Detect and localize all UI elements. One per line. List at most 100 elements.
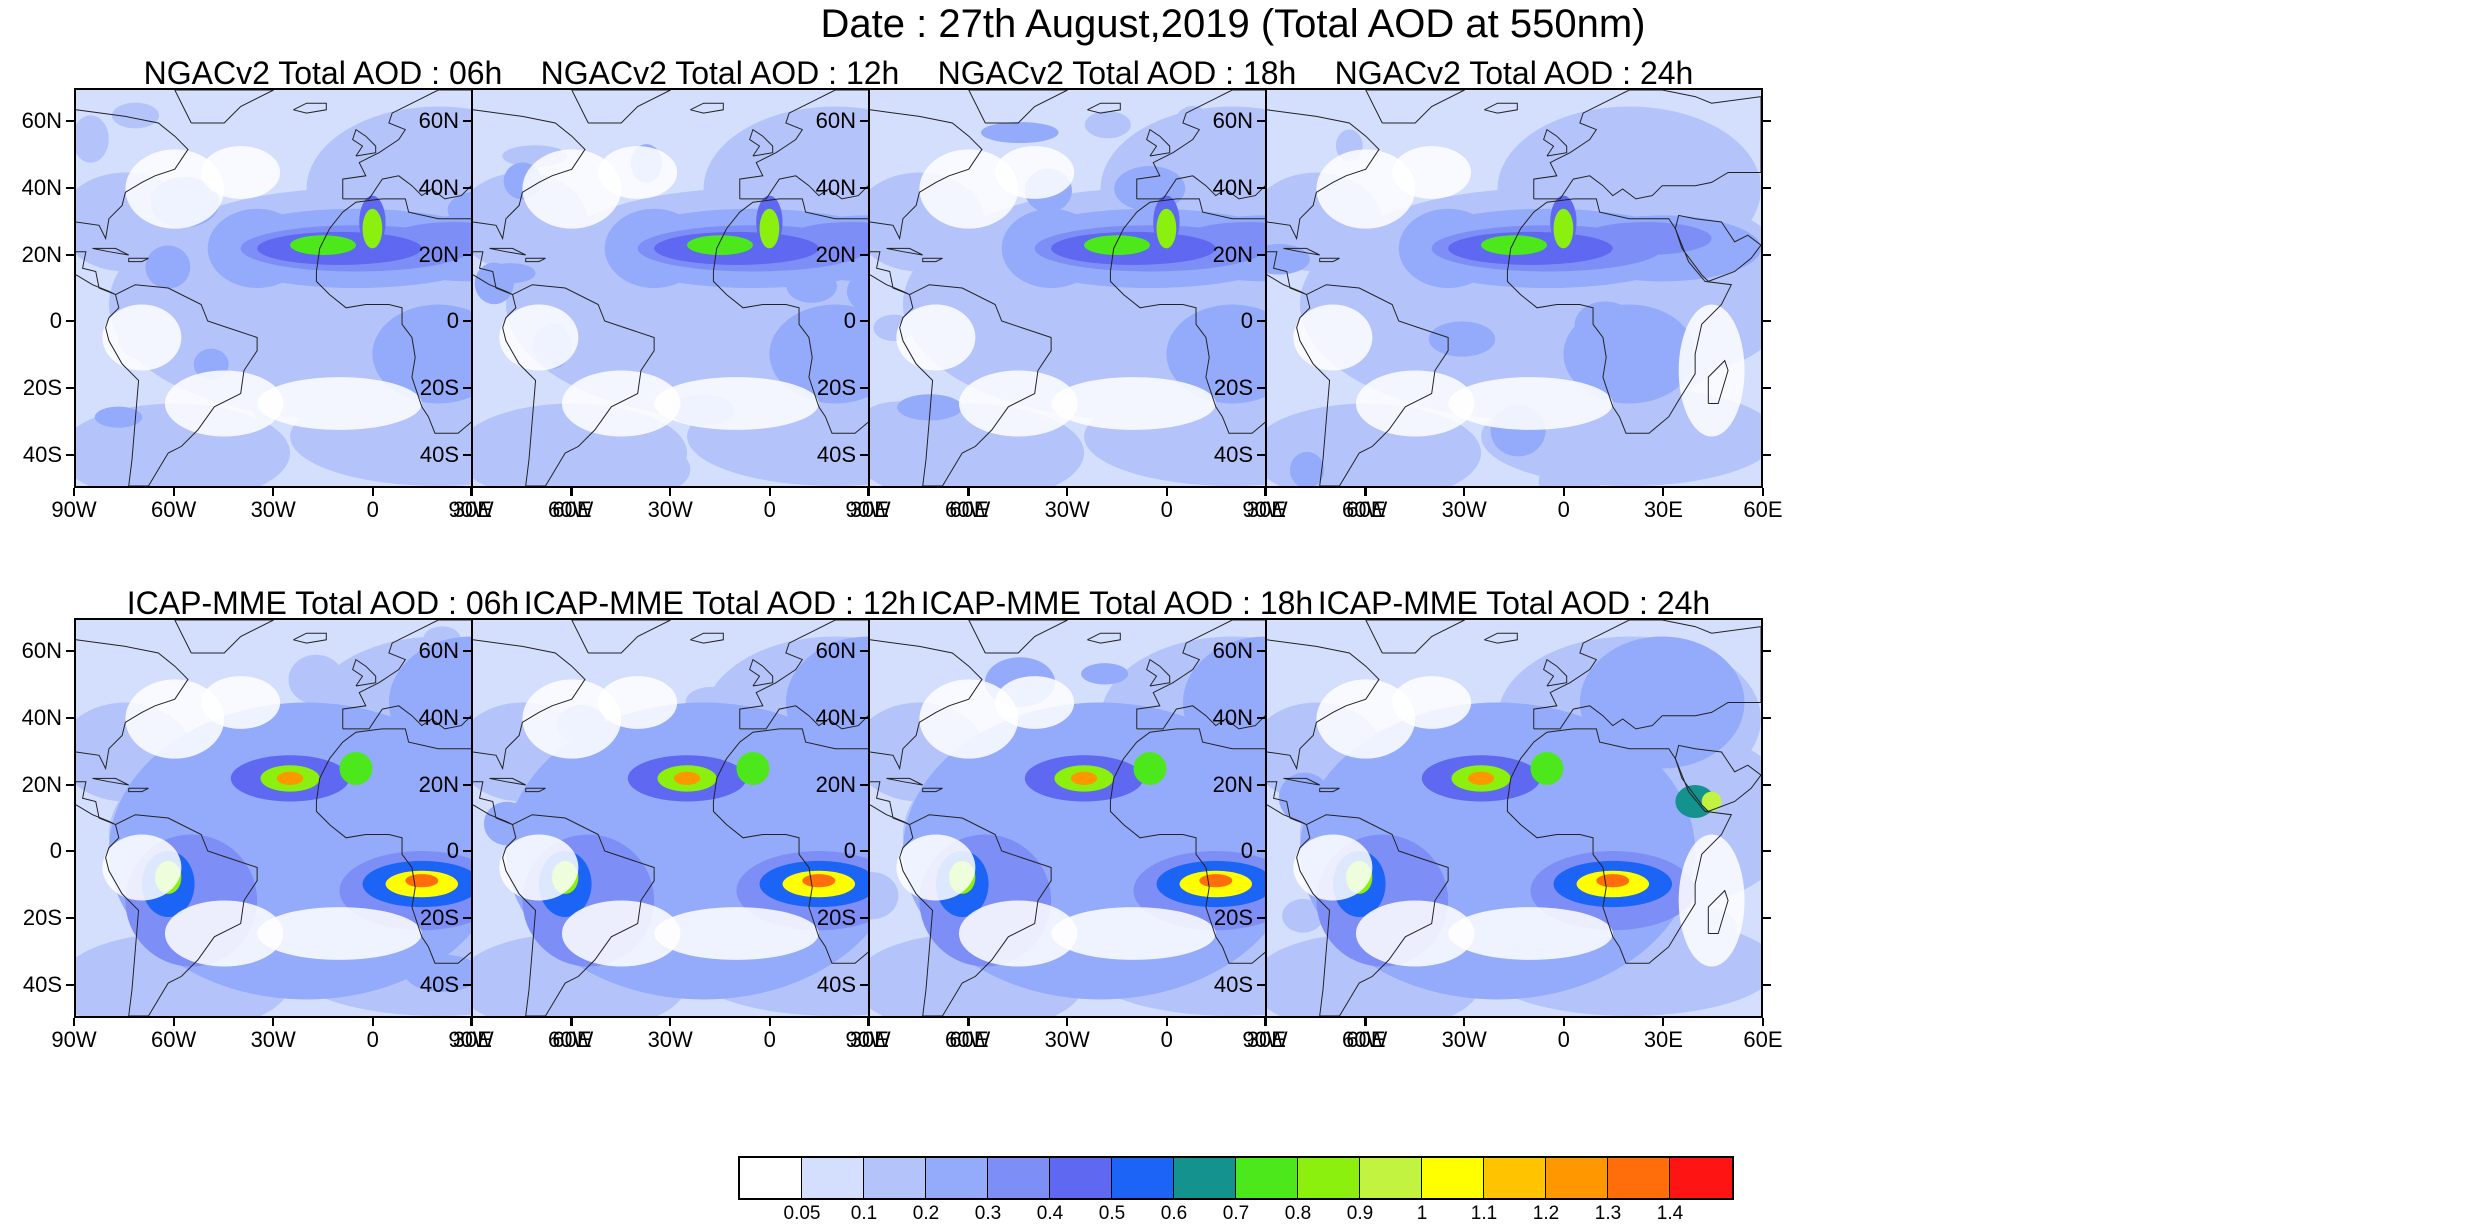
longitude-tick <box>1264 1018 1266 1026</box>
longitude-tick <box>768 488 771 496</box>
coastline <box>489 777 526 786</box>
aod-contour <box>736 752 770 785</box>
latitude-tick <box>1763 917 1771 919</box>
longitude-tick <box>1066 488 1069 496</box>
colorbar-swatch <box>802 1158 864 1198</box>
aod-contour-low <box>1355 370 1475 437</box>
latitude-tick <box>860 983 868 986</box>
latitude-tick <box>1763 650 1771 653</box>
aod-contour-low <box>654 377 819 430</box>
aod-contour <box>1530 752 1564 785</box>
latitude-tick <box>66 650 74 653</box>
latitude-tick <box>463 453 471 456</box>
aod-contour <box>802 874 836 888</box>
longitude-label: 30E <box>452 497 492 522</box>
aod-contour <box>1569 425 1645 447</box>
aod-field <box>870 620 1364 1016</box>
coastline <box>571 620 671 654</box>
aod-contour <box>945 768 999 803</box>
latitude-tick <box>463 253 471 256</box>
latitude-tick <box>860 717 868 719</box>
longitude-label: 90W <box>845 497 891 522</box>
latitude-tick <box>1763 983 1771 986</box>
longitude-tick <box>868 488 871 496</box>
aod-contour <box>405 874 439 888</box>
colorbar-tick-label: 1.2 <box>1532 1203 1560 1224</box>
latitude-label: 40N <box>21 175 62 200</box>
coastline <box>352 658 377 687</box>
coastline <box>899 284 1052 486</box>
latitude-label: 20S <box>22 375 62 400</box>
aod-contour <box>969 333 1043 381</box>
latitude-label: 20S <box>419 905 459 930</box>
coastline <box>92 247 129 256</box>
aod-contour <box>276 771 304 785</box>
map-panel-ngacv2-24h: NGACv2 Total AOD : 24h 60N 40N 20N 0 20S 40S 90… <box>1213 56 1783 522</box>
longitude-tick <box>272 1018 275 1026</box>
longitude-tick <box>1264 488 1266 496</box>
aod-contour <box>786 269 837 303</box>
latitude-label: 20S <box>1213 375 1253 400</box>
longitude-label: 60W <box>547 497 594 522</box>
longitude-label: 0 <box>366 497 379 522</box>
coastline <box>870 109 983 241</box>
panel-title: NGACv2 Total AOD : 24h <box>1334 55 1694 91</box>
aod-map <box>471 618 969 1018</box>
coastline <box>1543 128 1568 157</box>
latitude-tick <box>463 850 471 853</box>
aod-contour-low <box>561 900 681 967</box>
aod-contour-low <box>1392 676 1472 729</box>
colorbar-tick-label: 1.3 <box>1594 1203 1622 1224</box>
aod-contour-low <box>995 676 1075 729</box>
colorbar-swatch <box>1670 1158 1732 1198</box>
map-panel-icap-mme-24h: ICAP-MME Total AOD : 24h 60N 40N 20N 0 20S 40S… <box>1213 586 1783 1052</box>
panel-title: NGACv2 Total AOD : 06h <box>143 55 503 91</box>
latitude-label: 0 <box>446 308 459 334</box>
latitude-label: 60N <box>815 638 856 664</box>
aod-contour-low <box>201 146 281 199</box>
aod-contour <box>76 115 109 163</box>
coastline <box>1674 744 1761 812</box>
coastline <box>1484 102 1518 114</box>
aod-contour <box>339 752 373 785</box>
coastline <box>1146 658 1171 687</box>
aod-contour-low <box>598 676 678 729</box>
latitude-label: 40S <box>1213 441 1253 467</box>
longitude-label: 60W <box>1341 1027 1388 1052</box>
longitude-tick <box>470 1018 472 1026</box>
longitude-tick <box>1363 488 1366 496</box>
coastline <box>1707 889 1729 934</box>
coastline <box>1543 658 1568 687</box>
aod-contour-low <box>1448 377 1613 430</box>
latitude-tick <box>66 387 74 389</box>
longitude-tick <box>768 1018 771 1026</box>
coastline <box>968 620 1068 654</box>
latitude-tick <box>1763 717 1771 719</box>
longitude-tick <box>669 1018 672 1026</box>
aod-contour <box>440 650 473 692</box>
longitude-label: 0 <box>1160 497 1173 522</box>
latitude-label: 20N <box>21 771 62 797</box>
longitude-tick <box>669 488 672 496</box>
coastline <box>899 814 1052 1016</box>
coastline <box>76 781 116 826</box>
coastline <box>473 109 586 241</box>
aod-contour <box>288 654 344 705</box>
aod-contour <box>1579 222 1712 255</box>
latitude-label: 0 <box>1240 308 1253 334</box>
longitude-tick <box>1165 1018 1168 1026</box>
latitude-tick <box>860 120 868 123</box>
aod-contour-low <box>1392 146 1472 199</box>
aod-contour <box>362 208 383 249</box>
coastline <box>105 814 258 1016</box>
latitude-tick <box>463 783 471 786</box>
longitude-tick <box>73 1018 75 1026</box>
latitude-label: 60N <box>1212 108 1253 134</box>
colorbar-swatch <box>1608 1158 1670 1198</box>
coastline <box>525 787 546 793</box>
longitude-tick <box>471 488 474 496</box>
latitude-label: 20S <box>419 375 459 400</box>
longitude-tick <box>968 488 970 496</box>
latitude-tick <box>1257 917 1265 919</box>
longitude-tick <box>1165 488 1168 496</box>
